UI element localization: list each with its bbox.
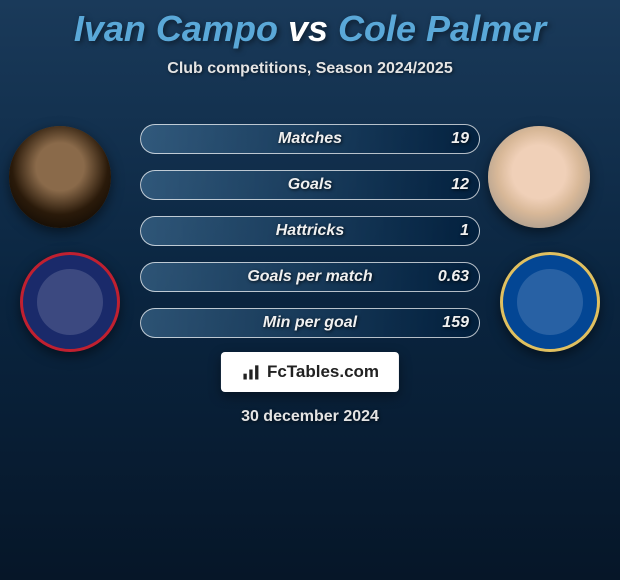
stat-value-right: 159	[442, 314, 469, 332]
subtitle: Club competitions, Season 2024/2025	[0, 60, 620, 78]
stat-value-right: 0.63	[438, 268, 469, 286]
stat-label: Goals	[141, 176, 479, 194]
stat-row-hattricks: Hattricks 1	[140, 216, 480, 246]
player1-name: Ivan Campo	[74, 8, 278, 49]
player1-club-badge	[20, 252, 120, 352]
player1-face-placeholder	[9, 126, 111, 228]
stat-label: Goals per match	[141, 268, 479, 286]
date-text: 30 december 2024	[0, 408, 620, 426]
stat-label: Hattricks	[141, 222, 479, 240]
stat-row-matches: Matches 19	[140, 124, 480, 154]
badge-inner-icon	[517, 269, 583, 335]
bar-chart-icon	[241, 362, 261, 382]
player2-face-placeholder	[488, 126, 590, 228]
player1-photo	[9, 126, 111, 228]
versus-text: vs	[288, 8, 328, 49]
player2-club-badge	[500, 252, 600, 352]
stat-row-goals-per-match: Goals per match 0.63	[140, 262, 480, 292]
brand-box: FcTables.com	[221, 352, 399, 392]
stat-label: Matches	[141, 130, 479, 148]
stat-value-right: 12	[451, 176, 469, 194]
stat-label: Min per goal	[141, 314, 479, 332]
stats-panel: Matches 19 Goals 12 Hattricks 1 Goals pe…	[140, 124, 480, 354]
brand-text: FcTables.com	[267, 362, 379, 382]
stat-row-min-per-goal: Min per goal 159	[140, 308, 480, 338]
player2-photo	[488, 126, 590, 228]
comparison-title: Ivan Campo vs Cole Palmer	[0, 0, 620, 50]
stat-value-right: 1	[460, 222, 469, 240]
badge-inner-icon	[37, 269, 103, 335]
stat-row-goals: Goals 12	[140, 170, 480, 200]
player2-name: Cole Palmer	[338, 8, 546, 49]
stat-value-right: 19	[451, 130, 469, 148]
